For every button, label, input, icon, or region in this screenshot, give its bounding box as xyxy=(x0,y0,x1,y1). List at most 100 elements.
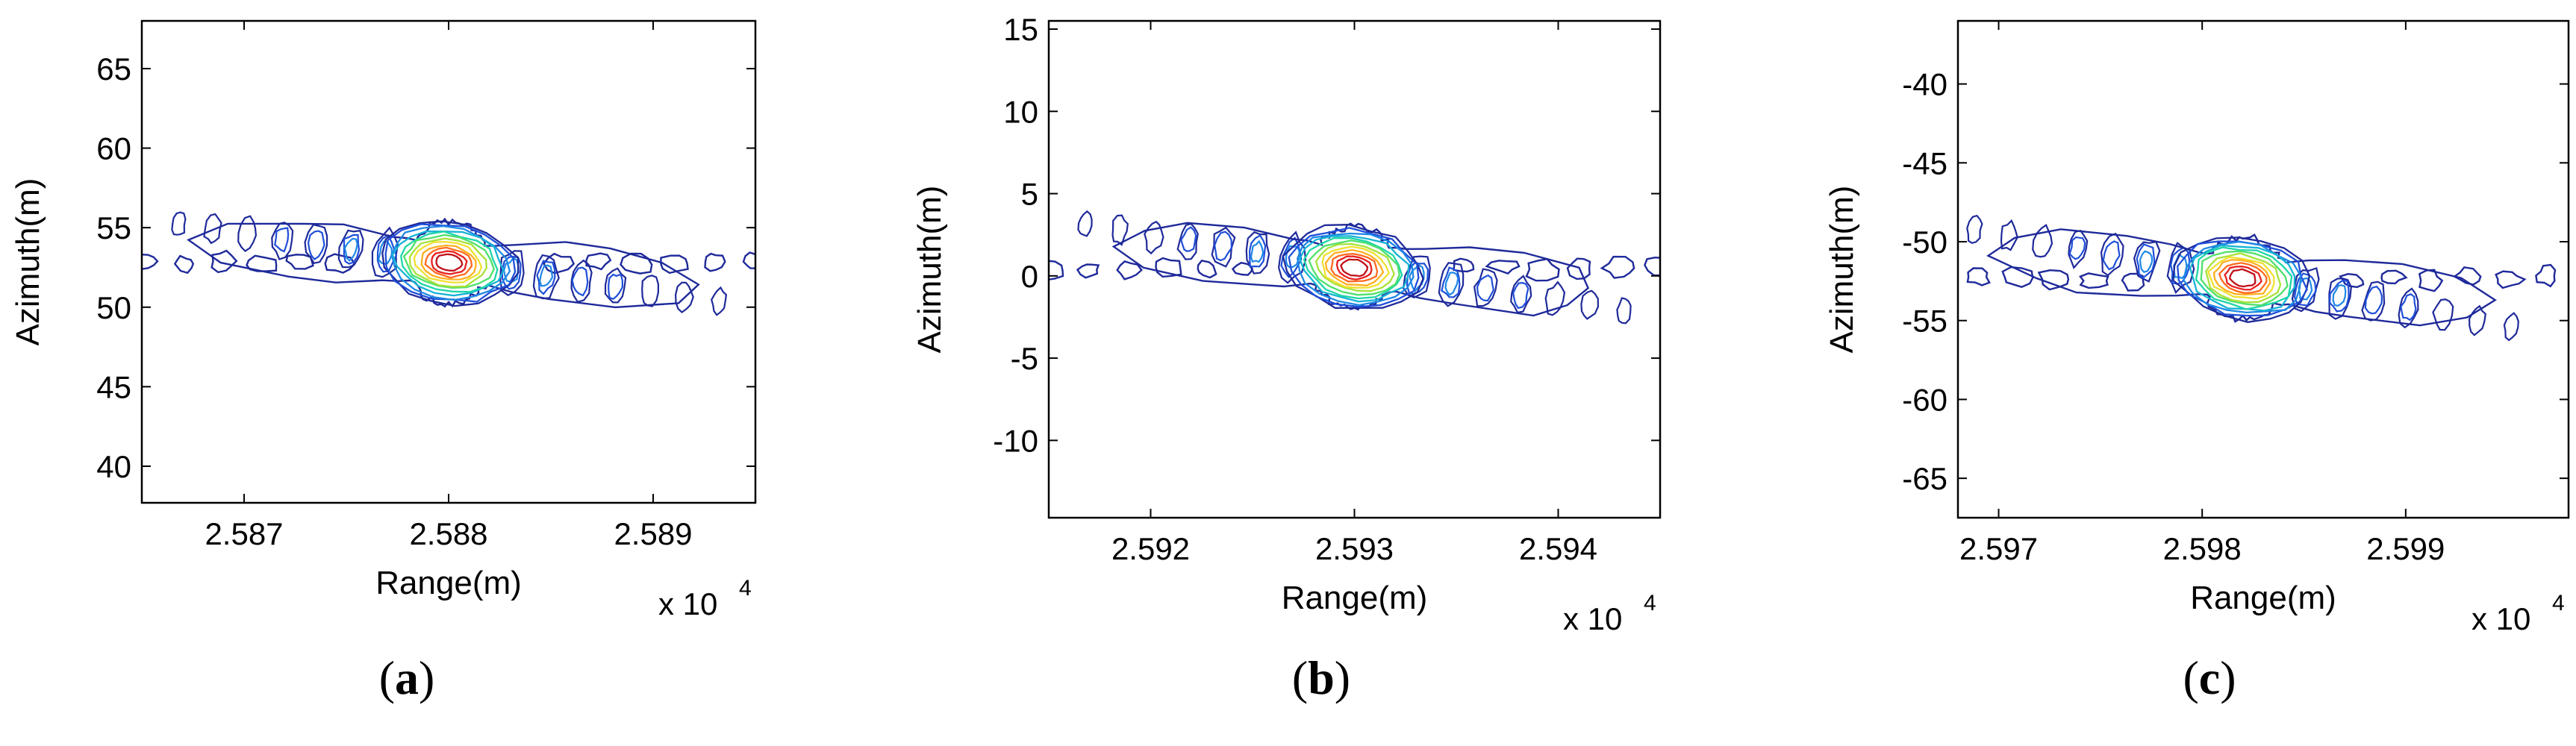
range-sidelobe-5 xyxy=(1049,260,1064,280)
y-tick-label-4: -45 xyxy=(1902,145,1947,181)
range-sidelobe-1 xyxy=(2078,272,2109,289)
mainlobe-contour-9 xyxy=(424,246,473,279)
azimuth-sidelobe-25 xyxy=(1966,214,1983,244)
y-tick-label-5: 15 xyxy=(1003,12,1038,47)
chart-panel-a: 2.587 2.588 2.589 40 45 50 55 60 65 Range(m) Azimu… xyxy=(10,19,757,704)
azimuth-sidelobe-17 xyxy=(343,233,361,265)
x-axis-label: Range(m) xyxy=(2190,580,2336,616)
azimuth-sidelobe-10 xyxy=(1544,280,1566,316)
range-sidelobe-10 xyxy=(660,254,689,275)
y-tick-label-2: -55 xyxy=(1902,304,1947,339)
mainlobe-contour-2 xyxy=(2183,240,2302,314)
range-sidelobe-5 xyxy=(1927,269,1950,282)
x-axis-multiplier: x 10 xyxy=(658,586,717,621)
azimuth-sidelobe-7 xyxy=(2364,285,2383,315)
mainlobe-contour-3 xyxy=(1299,235,1410,303)
mainlobe-contour-3 xyxy=(391,231,505,297)
mainlobe-contour-11 xyxy=(1340,258,1369,278)
azimuth-sidelobe-25 xyxy=(1077,210,1093,237)
azimuth-sidelobe-3 xyxy=(1438,262,1465,307)
y-tick-label-3: -50 xyxy=(1902,225,1947,260)
x-axis-label: Range(m) xyxy=(1282,580,1428,616)
outer-contour-envelope xyxy=(1111,222,1590,317)
range-sidelobe-4 xyxy=(173,254,195,275)
azimuth-sidelobe-4 xyxy=(536,260,556,295)
mainlobe-contour-7 xyxy=(413,240,483,283)
azimuth-sidelobe-21 xyxy=(271,222,294,260)
x-axis-exponent: 4 xyxy=(739,576,752,601)
range-sidelobe-0 xyxy=(1231,261,1254,276)
y-tick-label-3: 55 xyxy=(96,210,131,245)
mainlobe-contour-3 xyxy=(2189,244,2296,312)
range-sidelobe-12 xyxy=(742,251,755,269)
x-axis-label: Range(m) xyxy=(375,565,522,601)
range-sidelobe-1 xyxy=(1197,259,1217,279)
range-sidelobe-12 xyxy=(2535,263,2557,288)
y-axis-label: Azimuth(m) xyxy=(1824,186,1860,354)
y-axis-label: Azimuth(m) xyxy=(10,178,46,346)
azimuth-sidelobe-19 xyxy=(304,223,328,265)
range-sidelobe-1 xyxy=(285,254,314,270)
mainlobe-contour-10 xyxy=(2224,266,2262,291)
range-sidelobe-4 xyxy=(1076,263,1100,279)
azimuth-sidelobe-19 xyxy=(2100,232,2124,277)
range-sidelobe-5 xyxy=(142,254,159,270)
contour-plot-area xyxy=(1891,214,2557,342)
range-sidelobe-6 xyxy=(1891,274,1913,289)
mainlobe-contour-7 xyxy=(1321,245,1391,289)
y-tick-label-4: 60 xyxy=(96,131,131,166)
azimuth-sidelobe-12 xyxy=(1616,297,1632,325)
mainlobe-contour-8 xyxy=(1324,248,1385,286)
mainlobe-contour-6 xyxy=(408,237,487,288)
range-sidelobe-8 xyxy=(2380,269,2408,285)
mainlobe-contour-1 xyxy=(1288,227,1420,308)
azimuth-sidelobe-6 xyxy=(2361,280,2386,322)
panel-label: (b) xyxy=(1292,651,1350,704)
y-tick-label-5: 65 xyxy=(96,51,131,87)
contour-plot-area xyxy=(98,211,755,316)
range-sidelobe-3 xyxy=(210,249,238,274)
azimuth-sidelobe-21 xyxy=(2068,229,2089,270)
azimuth-sidelobe-4 xyxy=(2328,280,2350,313)
azimuth-sidelobe-14 xyxy=(376,234,398,273)
y-tick-label-2: 0 xyxy=(1021,259,1038,294)
mainlobe-contour-11 xyxy=(435,253,464,272)
mainlobe-contour-11 xyxy=(2228,268,2257,288)
azimuth-sidelobe-23 xyxy=(1144,220,1164,255)
y-tick-label-5: -40 xyxy=(1902,67,1947,102)
azimuth-sidelobe-20 xyxy=(1214,231,1233,262)
mainlobe-contour-2 xyxy=(390,225,511,301)
range-sidelobe-12 xyxy=(1644,256,1660,277)
mainlobe-contour-1 xyxy=(384,223,517,303)
mainlobe-contour-9 xyxy=(2218,262,2268,294)
x-tick-label-1: 2.598 xyxy=(2163,531,2242,566)
mainlobe-contour-10 xyxy=(431,250,468,275)
axes-box xyxy=(1956,19,2570,519)
mainlobe-contour-9 xyxy=(1330,253,1379,283)
azimuth-sidelobe-16 xyxy=(1245,231,1270,275)
panel-label: (c) xyxy=(2183,651,2236,704)
x-axis-multiplier: x 10 xyxy=(1563,601,1622,636)
range-sidelobe-8 xyxy=(585,252,612,271)
range-sidelobe-6 xyxy=(98,255,118,273)
chart-panel-c: 2.597 2.598 2.599 -65 -60 -55 -50 -45 -40 Range(m… xyxy=(1824,19,2570,704)
axes-box xyxy=(140,19,757,504)
azimuth-sidelobe-7 xyxy=(1476,274,1495,302)
y-tick-label-0: -10 xyxy=(993,423,1038,458)
azimuth-sidelobe-11 xyxy=(1580,289,1600,320)
panel-label-open-paren: ( xyxy=(379,651,395,704)
azimuth-sidelobe-10 xyxy=(2432,298,2454,331)
x-tick-label-1: 2.588 xyxy=(409,516,487,551)
panel-label-open-paren: ( xyxy=(1292,651,1308,704)
mainlobe-contour-5 xyxy=(1308,239,1400,296)
y-tick-label-1: -60 xyxy=(1902,382,1947,417)
range-sidelobe-6 xyxy=(1002,263,1020,278)
panel-label-close-paren: ) xyxy=(2220,651,2236,704)
azimuth-sidelobe-6 xyxy=(570,259,593,303)
azimuth-sidelobe-9 xyxy=(608,273,624,301)
x-axis-multiplier: x 10 xyxy=(2471,601,2530,636)
mainlobe-contour-4 xyxy=(400,231,499,293)
azimuth-sidelobe-5 xyxy=(1444,272,1459,296)
azimuth-sidelobe-22 xyxy=(2068,236,2086,260)
range-sidelobe-10 xyxy=(1566,257,1591,280)
